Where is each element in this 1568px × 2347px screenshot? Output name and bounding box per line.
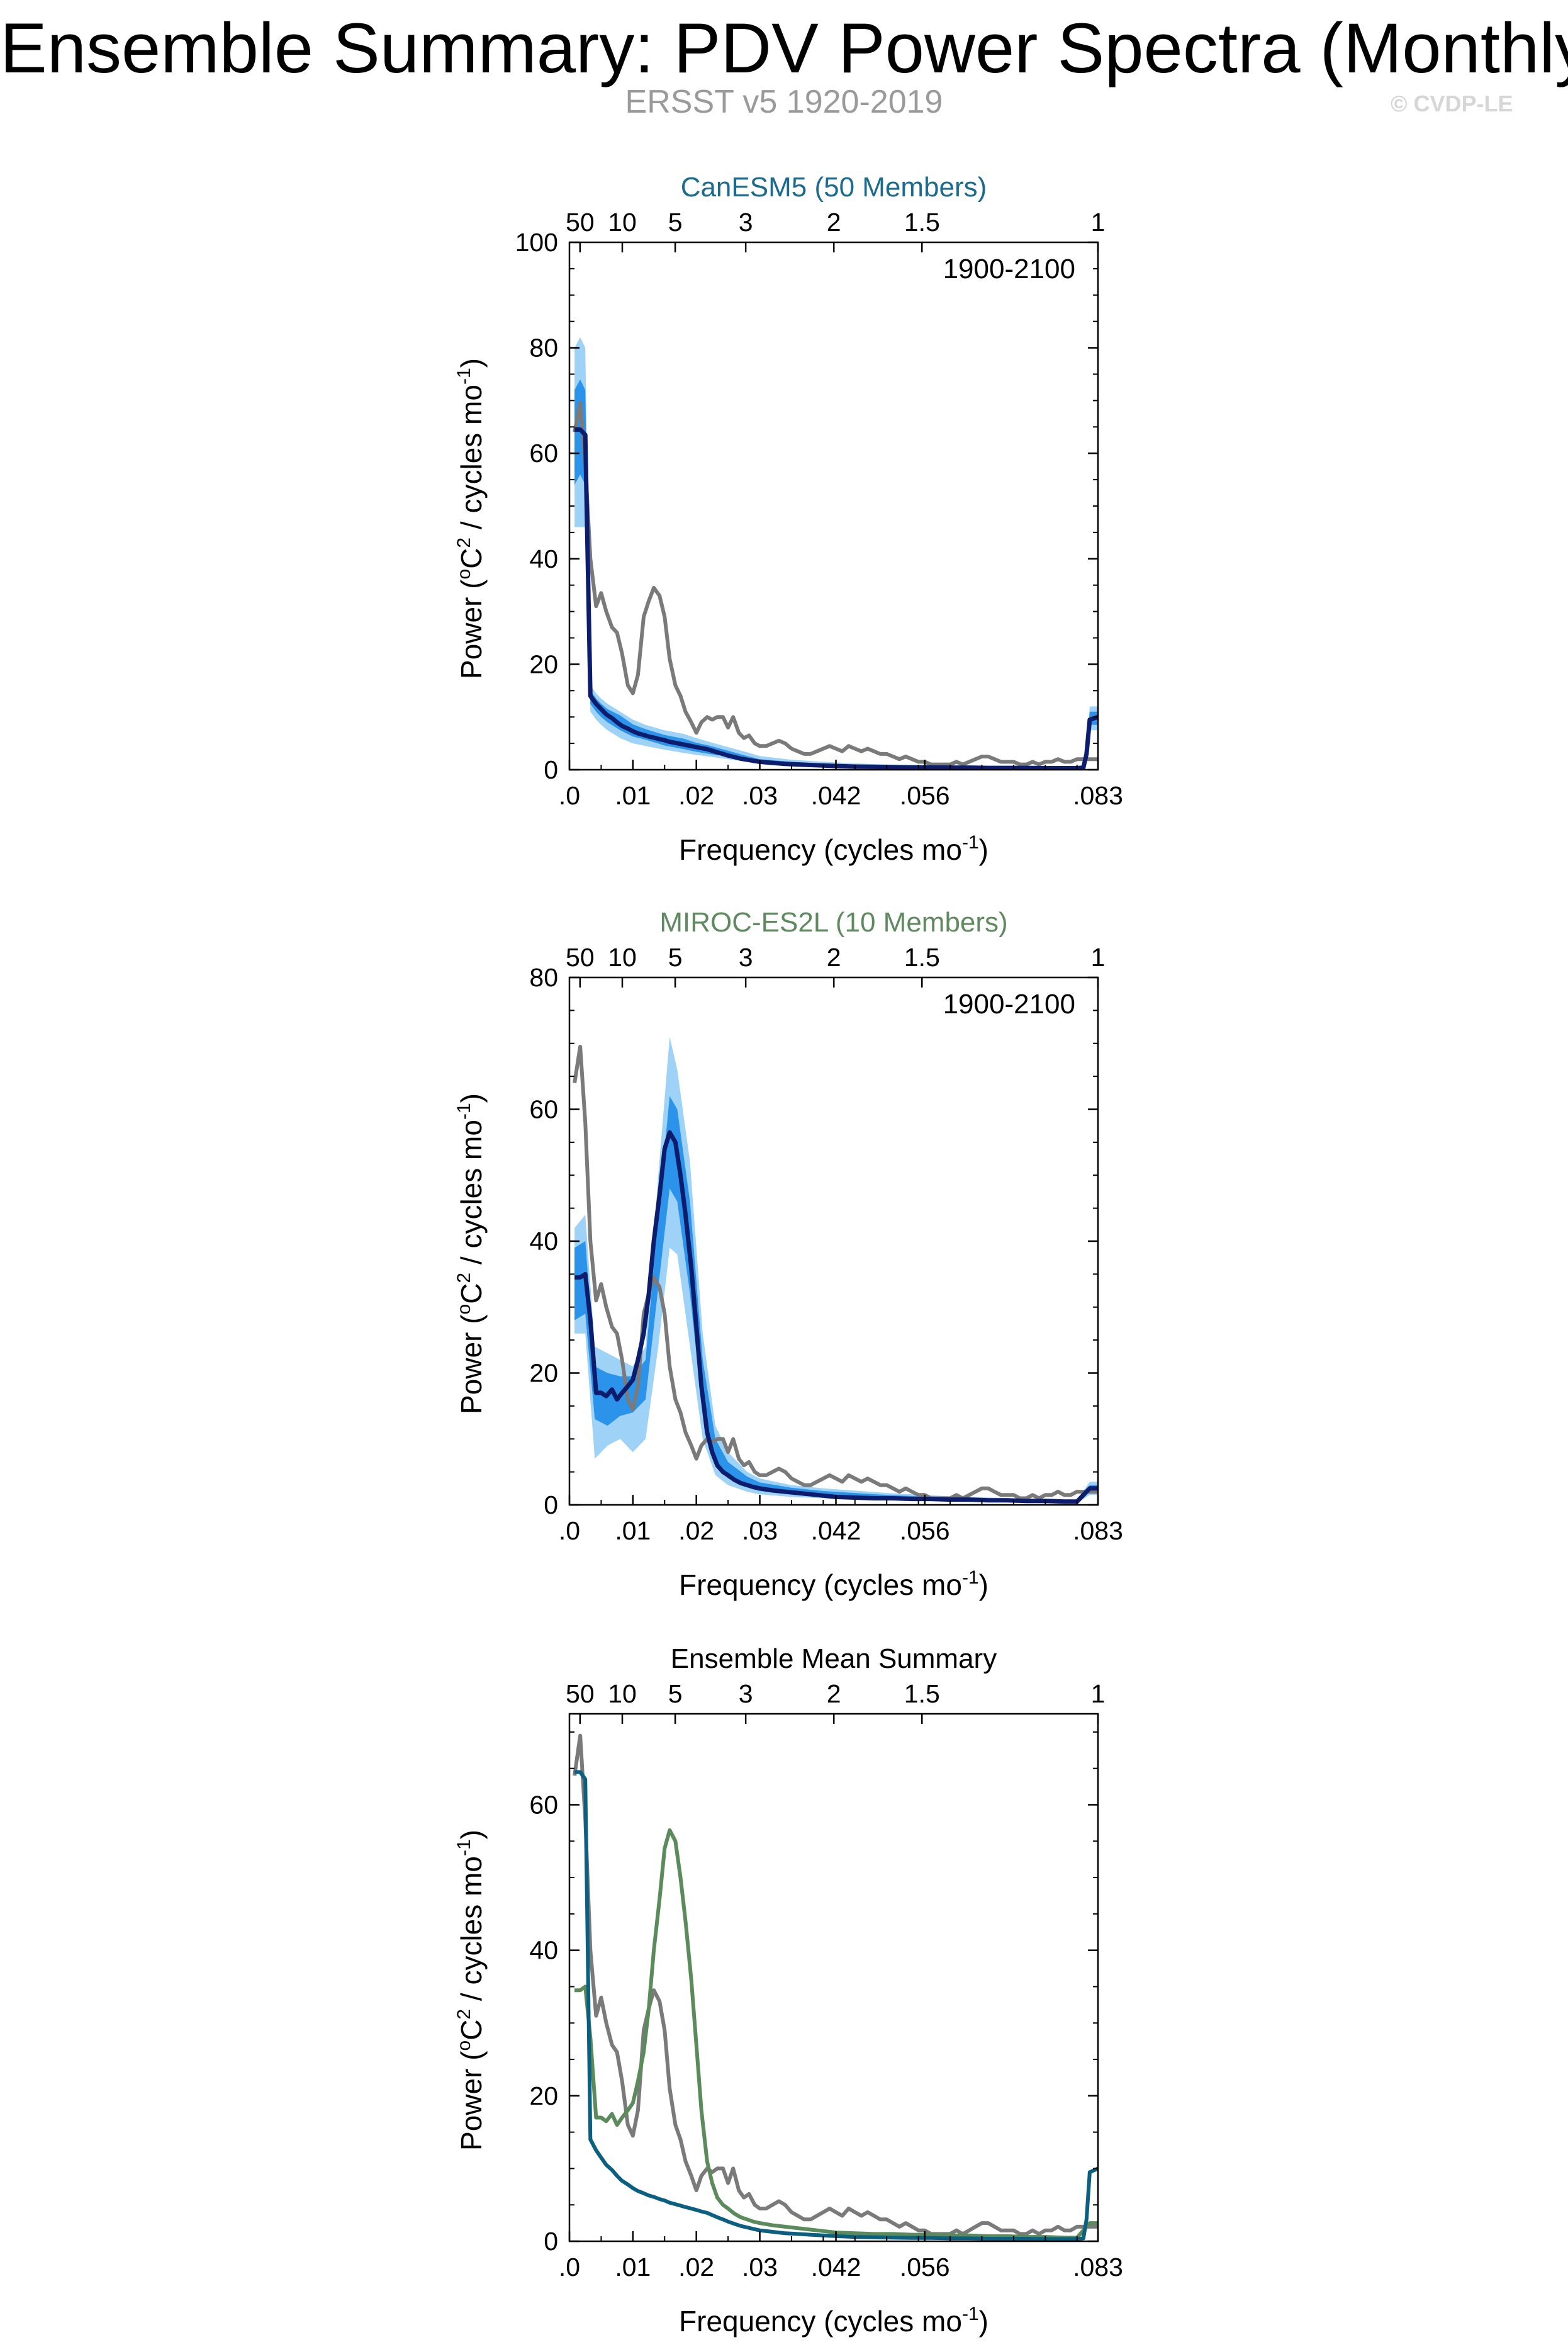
spread-band-outer [574,337,1098,769]
observations-line [573,1045,1098,1500]
panel-title: CanESM5 (50 Members) [681,172,987,203]
period-tick-label: 2 [827,208,841,237]
period-tick-label: 3 [739,208,753,237]
y-tick-label: 60 [529,1095,558,1124]
y-tick-label: 0 [544,2227,558,2256]
period-annotation: 1900-2100 [943,254,1075,284]
canesm5-mean-line [574,1770,1098,2241]
x-tick-label: .03 [742,781,778,810]
y-tick-label: 0 [544,755,558,784]
ensemble-mean-line [574,427,1098,770]
y-tick-label: 80 [529,963,558,992]
panel-title: MIROC-ES2L (10 Members) [659,907,1007,938]
period-tick-label: 2 [827,1679,841,1708]
period-tick-label: 10 [608,1679,637,1708]
x-tick-label: .01 [615,2253,651,2282]
x-tick-label: .01 [615,781,651,810]
observations-line [573,401,1098,767]
period-tick-label: 3 [739,1679,753,1708]
spread-band-inner [574,1096,1098,1502]
y-axis-label: Power (oC2 / cycles mo-1) [454,1093,488,1414]
period-tick-label: 5 [668,208,683,237]
y-tick-label: 20 [529,650,558,678]
y-axis-label: Power (oC2 / cycles mo-1) [454,358,488,679]
x-tick-label: .0 [559,781,580,810]
x-tick-label: .042 [811,1516,861,1545]
period-tick-label: 1 [1091,208,1106,237]
period-tick-label: 1.5 [904,1679,940,1708]
period-tick-label: 5 [668,1679,683,1708]
y-tick-label: 40 [529,1936,558,1965]
period-tick-label: 5 [668,943,683,972]
y-tick-label: 60 [529,1790,558,1819]
x-tick-label: .056 [900,1516,950,1545]
x-axis-label: Frequency (cycles mo-1) [679,1567,988,1601]
page-title: Ensemble Summary: PDV Power Spectra (Mon… [0,9,1568,87]
x-tick-label: .03 [742,1516,778,1545]
period-tick-label: 3 [739,943,753,972]
x-tick-label: .083 [1073,2253,1123,2282]
x-tick-label: .02 [678,781,714,810]
ensemble-mean-line [574,1130,1098,1504]
x-tick-label: .056 [900,2253,950,2282]
y-tick-label: 40 [529,1227,558,1256]
plot-area [573,1733,1098,2241]
plot-frame [568,976,1099,1506]
x-axis-label: Frequency (cycles mo-1) [679,832,988,866]
plot-frame [568,1713,1099,2243]
period-tick-label: 1 [1091,943,1106,972]
x-tick-label: .042 [811,781,861,810]
x-tick-label: .083 [1073,781,1123,810]
period-tick-label: 10 [608,943,637,972]
period-tick-label: 1.5 [904,208,940,237]
spread-band-inner [574,379,1098,768]
y-axis-label: Power (oC2 / cycles mo-1) [454,1830,488,2151]
period-tick-label: 50 [566,208,595,237]
x-tick-label: .083 [1073,1516,1123,1545]
watermark: © CVDP-LE [1391,91,1513,116]
panel-title: Ensemble Mean Summary [671,1643,997,1674]
period-tick-label: 1 [1091,1679,1106,1708]
x-tick-label: .03 [742,2253,778,2282]
y-tick-label: 20 [529,2081,558,2110]
y-tick-label: 40 [529,544,558,573]
observations-line [573,1733,1098,2236]
period-tick-label: 50 [566,1679,595,1708]
x-axis-label: Frequency (cycles mo-1) [679,2304,988,2338]
plot-frame [568,241,1099,771]
y-tick-label: 80 [529,334,558,363]
x-tick-label: .02 [678,2253,714,2282]
plot-area [573,1037,1098,1504]
x-tick-label: .042 [811,2253,861,2282]
x-tick-label: .0 [559,1516,580,1545]
miroc-es2l-mean-line [574,1828,1098,2240]
x-tick-label: .056 [900,781,950,810]
x-tick-label: .0 [559,2253,580,2282]
plot-area [573,337,1098,770]
x-tick-label: .02 [678,1516,714,1545]
period-tick-label: 10 [608,208,637,237]
period-tick-label: 1.5 [904,943,940,972]
y-tick-label: 0 [544,1490,558,1519]
period-tick-label: 2 [827,943,841,972]
y-tick-label: 100 [515,228,558,257]
y-tick-label: 20 [529,1359,558,1388]
period-tick-label: 50 [566,943,595,972]
y-tick-label: 60 [529,439,558,468]
period-annotation: 1900-2100 [943,989,1075,1020]
x-tick-label: .01 [615,1516,651,1545]
page-subtitle: ERSST v5 1920-2019 [625,84,943,120]
